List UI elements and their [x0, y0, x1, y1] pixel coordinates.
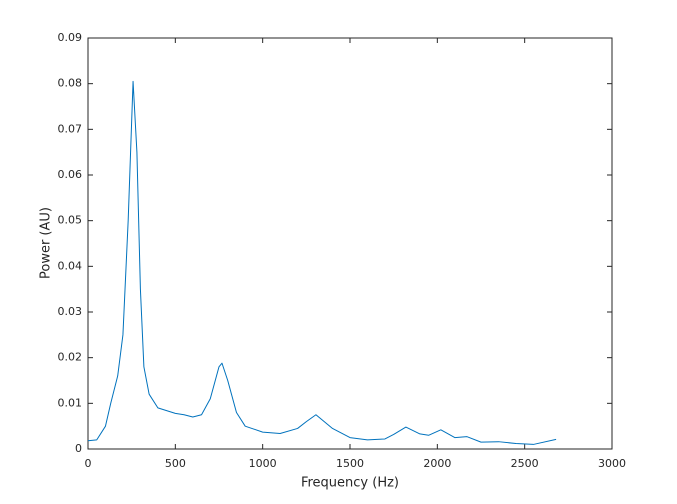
x-tick-label: 2500 [511, 457, 539, 470]
x-axis-label: Frequency (Hz) [301, 476, 399, 491]
x-tick-label: 0 [85, 457, 92, 470]
x-tick-label: 1500 [336, 457, 364, 470]
y-tick-label: 0.05 [58, 214, 83, 227]
y-axis-label: Power (AU) [39, 207, 54, 279]
data-line [87, 80, 557, 445]
x-tick-label: 1000 [249, 457, 277, 470]
y-tick-label: 0.07 [58, 122, 83, 135]
y-tick-label: 0.03 [58, 305, 83, 318]
y-tick-label: 0.08 [58, 77, 83, 90]
x-tick-label: 500 [165, 457, 186, 470]
y-tick-label: 0.09 [58, 31, 83, 44]
y-tick-label: 0.02 [58, 351, 83, 364]
x-tick-label: 2000 [423, 457, 451, 470]
y-tick-label: 0.01 [58, 396, 83, 409]
y-tick-label: 0.06 [58, 168, 83, 181]
y-tick-label: 0 [75, 442, 82, 455]
x-tick-label: 3000 [598, 457, 626, 470]
y-tick-label: 0.04 [58, 259, 83, 272]
plot-area [87, 37, 613, 450]
